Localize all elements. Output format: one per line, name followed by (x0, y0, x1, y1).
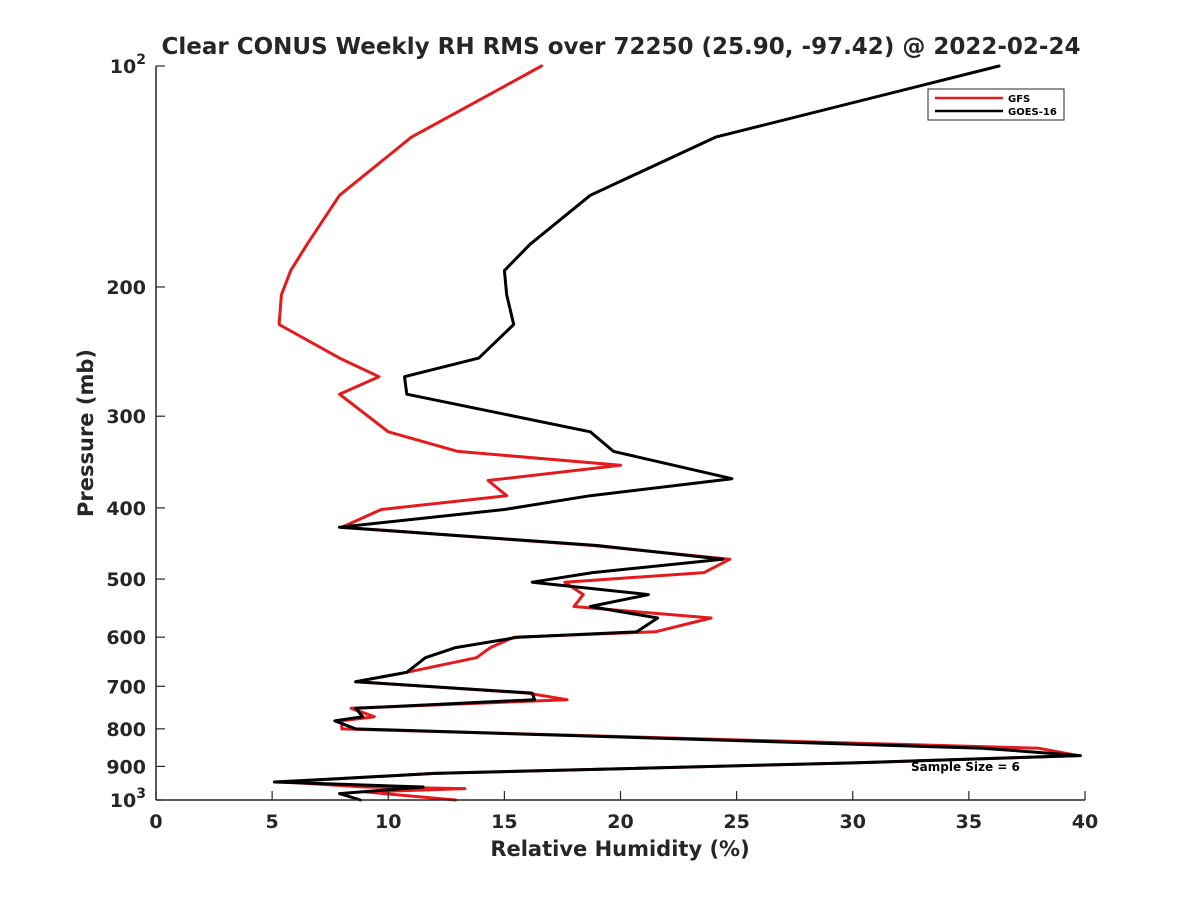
x-tick-label: 5 (266, 811, 279, 833)
y-tick-label: 102 (110, 52, 146, 78)
y-tick-label: 200 (106, 277, 146, 299)
x-tick-label: 10 (375, 811, 401, 833)
series-line-goes16 (272, 64, 1082, 802)
y-tick-label: 300 (106, 406, 146, 428)
y-axis-label: Pressure (mb) (74, 349, 98, 517)
legend-label-gfs: GFS (1008, 94, 1030, 105)
x-tick-label: 20 (607, 811, 633, 833)
y-tick-label: 700 (106, 676, 146, 698)
y-tick-label: 600 (106, 627, 146, 649)
series-layer (272, 64, 1082, 802)
x-ticks: 0 5 10 15 20 25 30 35 40 (149, 791, 1098, 833)
legend: GFS GOES-16 (927, 88, 1065, 121)
y-tick-label: 103 (110, 786, 146, 812)
legend-box (927, 88, 1065, 121)
x-tick-label: 30 (840, 811, 866, 833)
y-tick-label: 400 (106, 498, 146, 520)
y-tick-label: 900 (106, 756, 146, 778)
y-tick-label: 500 (106, 569, 146, 591)
x-tick-label: 25 (723, 811, 749, 833)
sample-size-annotation: Sample Size = 6 (911, 760, 1020, 774)
y-ticks: 102 200 300 400 500 600 700 800 900 103 (106, 52, 165, 812)
x-tick-label: 0 (149, 811, 162, 833)
legend-label-goes16: GOES-16 (1008, 107, 1057, 118)
y-tick-label: 800 (106, 719, 146, 741)
x-tick-label: 35 (956, 811, 982, 833)
x-tick-label: 40 (1072, 811, 1098, 833)
x-tick-label: 15 (491, 811, 517, 833)
x-axis-label: Relative Humidity (%) (490, 837, 749, 861)
chart-title: Clear CONUS Weekly RH RMS over 72250 (25… (162, 34, 1081, 60)
